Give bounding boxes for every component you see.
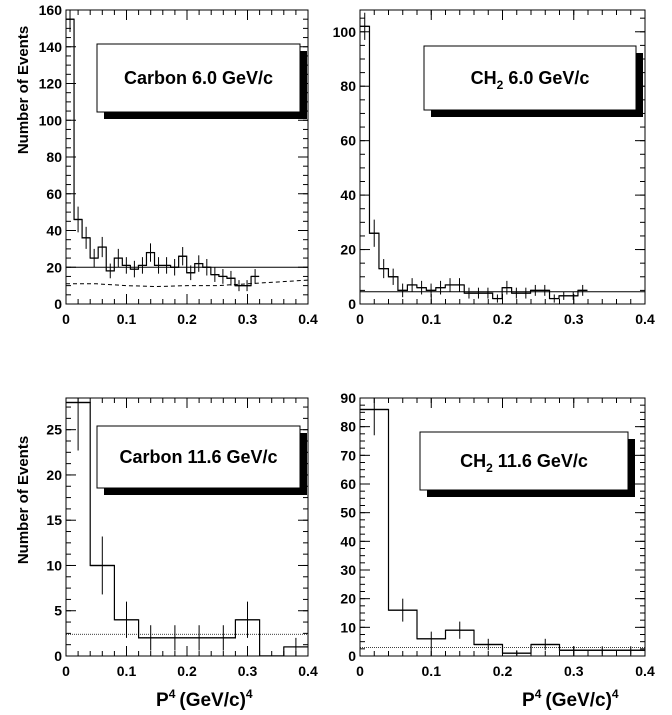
y-tick-label: 0	[54, 296, 62, 312]
y-tick-label: 40	[340, 187, 356, 203]
y-tick-label: 40	[340, 533, 356, 549]
y-tick-label: 40	[46, 223, 62, 239]
y-tick-label: 100	[39, 112, 63, 128]
x-tick-label: 0.3	[564, 663, 584, 679]
x-tick-label: 0.1	[422, 311, 442, 327]
plot-area	[66, 10, 308, 292]
x-tick-label: 0	[356, 663, 364, 679]
plot-area	[360, 398, 645, 656]
x-tick-label: 0.3	[238, 311, 258, 327]
y-tick-label: 60	[340, 476, 356, 492]
x-axis-label-left: P4 (GeV/c)4	[156, 687, 253, 711]
x-tick-label: 0.1	[117, 663, 137, 679]
title-box	[96, 43, 301, 113]
y-tick-label: 0	[348, 296, 356, 312]
y-tick-label: 140	[39, 39, 63, 55]
y-tick-label: 120	[39, 76, 63, 92]
x-tick-label: 0	[356, 311, 364, 327]
y-tick-label: 60	[340, 133, 356, 149]
title-box	[419, 431, 629, 491]
x-tick-label: 0	[62, 311, 70, 327]
y-tick-label: 50	[340, 505, 356, 521]
panel-carbon-6gev: 0 20 40 60 80 100 120 140 160 0 0.1 0.2 0.3 0.4 Carbon…	[39, 2, 318, 327]
y-tick-label: 80	[340, 78, 356, 94]
y-tick-label: 160	[39, 2, 63, 18]
y-tick-label: 25	[46, 422, 62, 438]
panel-ch2-11gev: 0 10 20 30 40 50 60 70 80 90 0 0.1 0.2 0.3 0.4 CH2 11.6…	[340, 390, 655, 679]
y-tick-label: 70	[340, 447, 356, 463]
y-tick-label: 60	[46, 186, 62, 202]
x-tick-label: 0.2	[177, 311, 197, 327]
x-tick-label: 0.3	[238, 663, 258, 679]
y-tick-label: 80	[340, 419, 356, 435]
title-box	[96, 425, 301, 489]
y-tick-label: 20	[340, 591, 356, 607]
panel-carbon-11gev: 0 5 10 15 20 25 0 0.1 0.2 0.3 0.4 Carbon 11.6 GeV/c	[46, 397, 318, 679]
plot-area	[360, 12, 645, 303]
x-tick-label: 0.3	[564, 311, 584, 327]
x-tick-label: 0.2	[493, 311, 513, 327]
y-tick-label: 10	[46, 557, 62, 573]
panel-title: CH2 11.6 GeV/c	[460, 451, 588, 475]
x-tick-label: 0.1	[117, 311, 137, 327]
y-tick-label: 10	[340, 619, 356, 635]
x-tick-label: 0.4	[635, 663, 655, 679]
panel-ch2-6gev: 0 20 40 60 80 100 0 0.1 0.2 0.3 0.4 CH2 6.0 GeV/c	[333, 9, 655, 327]
y-tick-label: 80	[46, 149, 62, 165]
title-box	[423, 45, 637, 111]
panel-title: Carbon 11.6 GeV/c	[119, 447, 277, 467]
y-tick-label: 100	[333, 24, 357, 40]
y-tick-label: 5	[54, 603, 62, 619]
y-axis-label-bottom: Number of Events	[15, 436, 32, 564]
x-tick-label: 0.1	[422, 663, 442, 679]
x-tick-label: 0.4	[635, 311, 655, 327]
y-tick-label: 30	[340, 562, 356, 578]
y-tick-label: 90	[340, 390, 356, 406]
x-tick-label: 0.4	[298, 311, 318, 327]
x-tick-label: 0.2	[177, 663, 197, 679]
y-axis-label-top: Number of Events	[15, 26, 32, 154]
y-tick-label: 20	[46, 259, 62, 275]
y-tick-label: 0	[54, 648, 62, 664]
x-tick-label: 0	[62, 663, 70, 679]
y-tick-label: 0	[348, 648, 356, 664]
y-tick-label: 15	[46, 512, 62, 528]
x-tick-label: 0.4	[298, 663, 318, 679]
panel-title: CH2 6.0 GeV/c	[471, 68, 590, 92]
x-tick-label: 0.2	[493, 663, 513, 679]
y-tick-label: 20	[46, 467, 62, 483]
background-curve	[66, 279, 308, 288]
x-axis-label-right: P4 (GeV/c)4	[522, 687, 619, 711]
panel-title: Carbon 6.0 GeV/c	[124, 68, 273, 88]
plot-area	[66, 398, 308, 656]
y-tick-label: 20	[340, 242, 356, 258]
